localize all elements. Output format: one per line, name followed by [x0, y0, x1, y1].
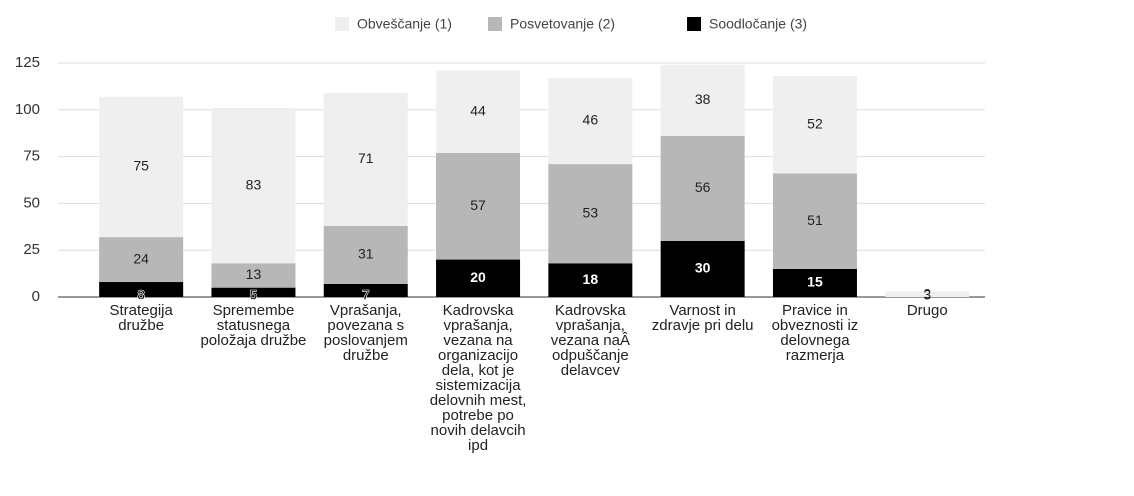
- data-label: 75: [133, 158, 149, 174]
- legend-swatch: [335, 17, 349, 31]
- y-tick-label: 125: [15, 54, 40, 71]
- data-label: 52: [807, 115, 823, 131]
- bar-segment: [660, 136, 745, 241]
- bar-segment: [323, 92, 408, 226]
- x-tick-label: Vprašanja, povezana s poslovanjem družbe: [323, 302, 408, 364]
- bar-segment: [99, 96, 184, 238]
- bar-segment: [323, 283, 408, 297]
- data-label: 8: [137, 287, 145, 303]
- bar-segment: [436, 70, 521, 153]
- bar-segment: [772, 173, 857, 269]
- x-tick-label: Varnost in zdravje pri delu: [651, 302, 754, 334]
- bar-segment: [772, 76, 857, 174]
- bar-segment: [436, 259, 521, 297]
- bar-segment: [885, 291, 970, 297]
- bar-segment: [548, 164, 633, 264]
- bar-segment: [211, 287, 296, 297]
- legend-label: Posvetovanje (2): [510, 16, 615, 32]
- bar-segment: [211, 263, 296, 288]
- data-label: 56: [695, 179, 711, 195]
- x-tick-label: Drugo: [906, 302, 948, 319]
- data-label: 31: [358, 246, 374, 262]
- legend-label: Soodločanje (3): [709, 16, 807, 32]
- data-label: 30: [695, 260, 711, 276]
- data-label: 71: [358, 150, 374, 166]
- bar-segment: [99, 237, 184, 283]
- y-tick-label: 100: [15, 101, 40, 118]
- data-label: 44: [470, 102, 486, 118]
- bar-segment: [660, 64, 745, 137]
- data-label: 5: [250, 287, 258, 303]
- data-label: 13: [246, 266, 262, 282]
- y-tick-label: 25: [23, 241, 40, 258]
- data-label: 38: [695, 91, 711, 107]
- bar-segment: [99, 282, 184, 297]
- data-label: 51: [807, 212, 823, 228]
- data-label: 3: [923, 287, 931, 303]
- legend-swatch: [488, 17, 502, 31]
- y-tick-label: 50: [23, 194, 40, 211]
- y-tick-label: 0: [32, 288, 40, 305]
- data-label: 53: [583, 204, 599, 220]
- x-tick-label: Kadrovska vprašanja, vezana naÂ odpuščan…: [550, 302, 630, 379]
- x-tick-label: Kadrovska vprašanja, vezana na organizac…: [429, 302, 527, 454]
- data-label: 57: [470, 197, 486, 213]
- data-label: 7: [362, 287, 370, 303]
- y-tick-label: 75: [23, 148, 40, 165]
- x-tick-label: Spremembe statusnega položaja družbe: [200, 302, 307, 349]
- bar-segment: [323, 225, 408, 284]
- bar-segment: [772, 268, 857, 297]
- data-label: 46: [583, 112, 599, 128]
- x-tick-label: Pravice in obveznosti iz delovnega razme…: [771, 302, 859, 364]
- bar-segment: [436, 152, 521, 260]
- legend-label: Obveščanje (1): [357, 16, 452, 32]
- x-tick-label: Strategija družbe: [109, 302, 173, 334]
- data-label: 83: [246, 176, 262, 192]
- data-label: 20: [470, 269, 486, 285]
- bar-segment: [548, 263, 633, 297]
- bar-segment: [660, 240, 745, 297]
- data-label: 24: [133, 250, 149, 266]
- data-label: 15: [807, 274, 823, 290]
- bar-segment: [548, 77, 633, 165]
- bar-segment: [211, 107, 296, 264]
- legend-swatch: [687, 17, 701, 31]
- data-label: 18: [583, 271, 599, 287]
